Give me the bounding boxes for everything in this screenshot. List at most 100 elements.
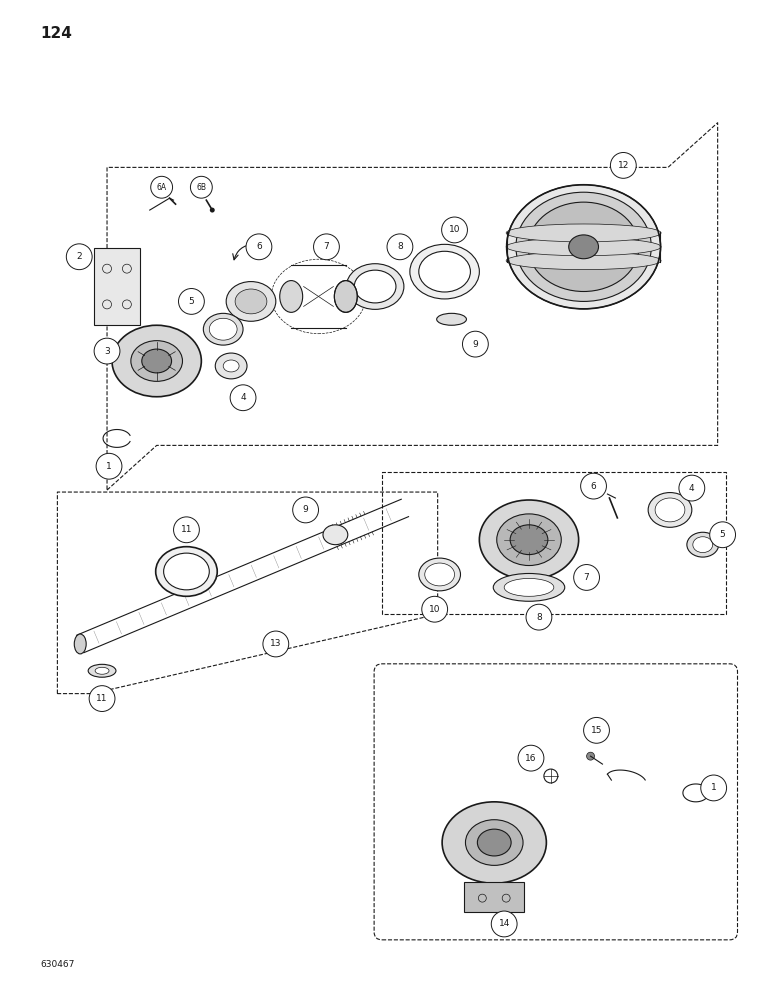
Ellipse shape	[354, 270, 396, 303]
Ellipse shape	[323, 525, 348, 545]
Text: 4: 4	[689, 484, 695, 493]
Ellipse shape	[346, 264, 404, 309]
Ellipse shape	[528, 202, 639, 291]
Ellipse shape	[164, 553, 209, 590]
Circle shape	[66, 244, 92, 270]
Ellipse shape	[477, 829, 511, 856]
Circle shape	[580, 473, 606, 499]
Ellipse shape	[506, 252, 661, 270]
Ellipse shape	[442, 802, 546, 883]
Text: 9: 9	[303, 505, 308, 514]
Ellipse shape	[419, 251, 470, 292]
Ellipse shape	[410, 244, 480, 299]
Ellipse shape	[510, 525, 548, 555]
Circle shape	[491, 911, 517, 937]
Circle shape	[679, 475, 705, 501]
Ellipse shape	[280, 281, 303, 312]
Circle shape	[174, 517, 200, 543]
Text: 630467: 630467	[41, 960, 75, 969]
Circle shape	[441, 217, 467, 243]
Circle shape	[573, 565, 600, 590]
Text: 1: 1	[711, 783, 717, 792]
Circle shape	[246, 234, 272, 260]
Ellipse shape	[223, 360, 239, 372]
Ellipse shape	[74, 634, 86, 654]
Circle shape	[526, 604, 551, 630]
Circle shape	[611, 152, 636, 178]
Circle shape	[151, 176, 172, 198]
Text: 124: 124	[41, 26, 73, 41]
Text: 10: 10	[429, 605, 441, 614]
Text: 2: 2	[76, 252, 82, 261]
Text: 5: 5	[720, 530, 725, 539]
Ellipse shape	[425, 563, 455, 586]
Text: 6: 6	[256, 242, 262, 251]
Text: 11: 11	[96, 694, 108, 703]
Text: 6B: 6B	[197, 183, 207, 192]
Ellipse shape	[693, 537, 713, 553]
Circle shape	[230, 385, 256, 411]
Ellipse shape	[480, 500, 579, 579]
Circle shape	[292, 497, 318, 523]
Text: 14: 14	[498, 919, 510, 928]
Ellipse shape	[437, 313, 466, 325]
Circle shape	[700, 775, 727, 801]
Ellipse shape	[506, 238, 661, 256]
Ellipse shape	[466, 820, 523, 865]
Ellipse shape	[95, 667, 109, 674]
FancyBboxPatch shape	[94, 248, 140, 325]
Text: 10: 10	[448, 225, 460, 234]
Circle shape	[422, 596, 448, 622]
FancyBboxPatch shape	[464, 882, 524, 912]
Circle shape	[96, 453, 122, 479]
Text: 11: 11	[181, 525, 192, 534]
Circle shape	[518, 745, 544, 771]
Circle shape	[583, 717, 609, 743]
Ellipse shape	[235, 289, 267, 314]
Ellipse shape	[204, 313, 243, 345]
Text: 8: 8	[397, 242, 402, 251]
Ellipse shape	[142, 349, 172, 373]
Text: 1: 1	[106, 462, 112, 471]
Text: 5: 5	[189, 297, 194, 306]
Circle shape	[210, 208, 215, 213]
Circle shape	[190, 176, 212, 198]
Circle shape	[463, 331, 488, 357]
Ellipse shape	[516, 192, 651, 301]
Ellipse shape	[88, 664, 116, 677]
Circle shape	[179, 289, 204, 314]
Text: 6: 6	[590, 482, 597, 491]
Circle shape	[314, 234, 339, 260]
Circle shape	[89, 686, 115, 711]
Text: 3: 3	[105, 347, 110, 356]
Ellipse shape	[544, 769, 558, 783]
Ellipse shape	[112, 325, 201, 397]
Ellipse shape	[497, 514, 562, 566]
Text: 6A: 6A	[157, 183, 167, 192]
Circle shape	[263, 631, 289, 657]
Text: 13: 13	[270, 639, 282, 648]
Text: 12: 12	[618, 161, 629, 170]
Ellipse shape	[209, 318, 237, 340]
Ellipse shape	[504, 578, 554, 596]
Ellipse shape	[156, 547, 218, 596]
Ellipse shape	[226, 282, 276, 321]
Text: 15: 15	[590, 726, 602, 735]
Ellipse shape	[687, 532, 718, 557]
Ellipse shape	[507, 185, 661, 309]
Text: 8: 8	[536, 613, 542, 622]
Ellipse shape	[493, 573, 565, 601]
Circle shape	[387, 234, 413, 260]
Ellipse shape	[335, 281, 357, 312]
Ellipse shape	[506, 224, 661, 242]
Ellipse shape	[569, 235, 598, 259]
Ellipse shape	[587, 752, 594, 760]
Circle shape	[710, 522, 736, 548]
Ellipse shape	[655, 498, 685, 522]
Text: 7: 7	[324, 242, 329, 251]
Text: 7: 7	[583, 573, 590, 582]
Text: 9: 9	[473, 340, 478, 349]
Circle shape	[94, 338, 120, 364]
Ellipse shape	[419, 558, 460, 591]
Ellipse shape	[215, 353, 247, 379]
